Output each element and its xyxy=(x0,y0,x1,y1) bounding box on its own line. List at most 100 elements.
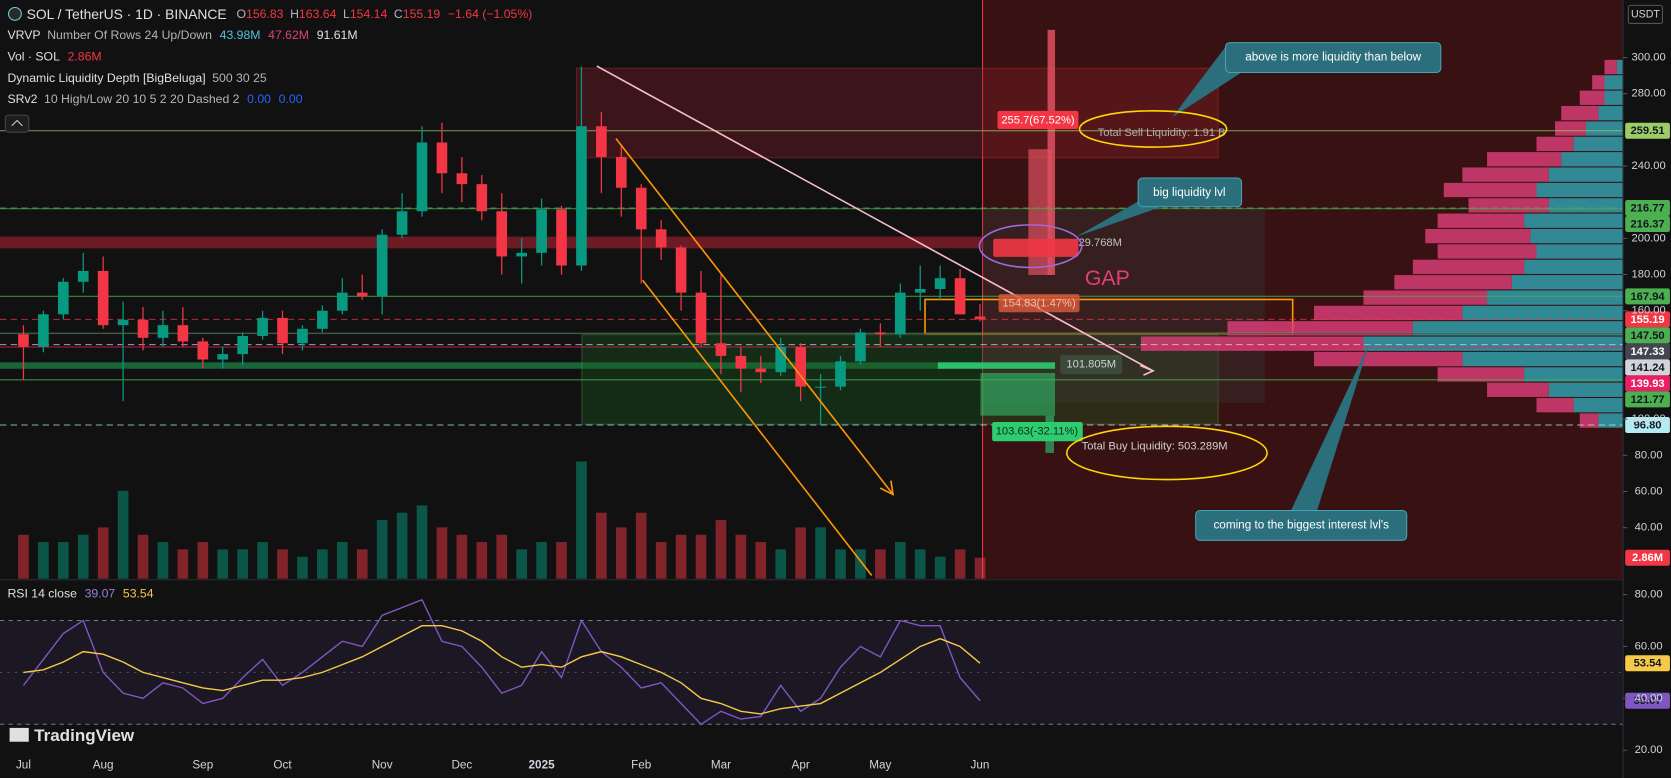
ohlc-letter: C xyxy=(394,7,403,21)
candle-body xyxy=(117,319,129,326)
candle-body xyxy=(815,386,826,388)
y-tick-label: 300.00 xyxy=(1632,51,1666,63)
profile-up xyxy=(1573,398,1624,413)
label-box xyxy=(1060,354,1123,375)
x-tick-label: Feb xyxy=(631,758,652,771)
x-tick-label: Sep xyxy=(192,758,213,771)
candle-body xyxy=(894,292,906,335)
candle-body xyxy=(77,270,89,282)
y-tick-label: 160.00 xyxy=(1632,305,1666,317)
levels xyxy=(0,130,1624,426)
liquidity-band xyxy=(0,236,983,249)
profile-down xyxy=(1313,351,1463,367)
candle-body xyxy=(536,209,547,253)
y-tick-label: 200.00 xyxy=(1632,232,1666,244)
profile-down xyxy=(1592,75,1605,90)
callout-pointer xyxy=(1172,46,1242,118)
price-tag xyxy=(1625,416,1670,433)
volume-bar xyxy=(317,549,328,579)
volume-bar xyxy=(894,542,906,579)
candle-body xyxy=(615,156,627,188)
volume-bar xyxy=(516,549,527,579)
profile-up xyxy=(1462,305,1624,321)
price-tag xyxy=(1625,391,1670,408)
price-tag xyxy=(1625,327,1670,344)
y-tick-label: 40.00 xyxy=(1635,692,1663,704)
profile-down xyxy=(1437,244,1537,259)
symbol-line: SOL / TetherUS · 1D · BINANCE O156.83 H1… xyxy=(27,6,533,22)
candle-body xyxy=(476,184,488,212)
candle-body xyxy=(257,317,268,337)
ohlc-letter: H xyxy=(290,7,299,21)
price-tag-label: 216.37 xyxy=(1630,219,1664,231)
y-tick-label: 20.00 xyxy=(1635,744,1663,756)
buy-total: Total Buy Liquidity: 503.289M xyxy=(1082,441,1228,453)
x-tick-label: Jun xyxy=(971,758,990,771)
trend-arrow xyxy=(615,138,894,495)
volume-bar xyxy=(974,557,986,579)
candle-body xyxy=(556,209,567,266)
profile-down xyxy=(1394,275,1512,290)
price-tag-label: 147.33 xyxy=(1630,346,1664,358)
candle-body xyxy=(396,211,408,235)
brand: TradingView xyxy=(34,726,135,745)
indicator-value: 91.61M xyxy=(317,28,358,42)
collapse-button[interactable] xyxy=(4,114,30,133)
currency-box xyxy=(1627,4,1664,25)
candle-body xyxy=(18,334,29,347)
x-tick-label: Mar xyxy=(711,758,731,771)
currency: USDT xyxy=(1631,9,1660,21)
candle-body xyxy=(456,173,468,185)
volume-bar xyxy=(855,549,866,579)
price-tag xyxy=(1625,122,1670,139)
highlight xyxy=(1078,110,1228,148)
candle-body xyxy=(655,229,667,248)
x-tick-label: Jul xyxy=(16,758,31,771)
profile-down xyxy=(1487,152,1562,167)
volume-bar xyxy=(57,542,69,579)
profile-down xyxy=(1487,382,1549,397)
profile-up xyxy=(1616,59,1624,75)
candle-body xyxy=(496,211,508,257)
arrow-head xyxy=(879,480,895,496)
ohlc-letter: O xyxy=(236,7,246,21)
rsi-legend: RSI 14 close 39.07 53.54 xyxy=(7,587,153,601)
profile-down xyxy=(1468,198,1549,213)
x-tick-label: May xyxy=(869,758,891,771)
volume-bar xyxy=(97,527,109,579)
volume-bar xyxy=(934,556,946,579)
indicator-value: 53.54 xyxy=(123,587,154,601)
low-value: 154.14 xyxy=(350,7,388,21)
volume-bar xyxy=(815,527,826,579)
candle-body xyxy=(197,341,209,360)
volume-bar xyxy=(635,512,647,579)
close-value: 155.19 xyxy=(403,7,441,21)
candle-body xyxy=(57,281,69,315)
dld-line: Dynamic Liquidity Depth [BigBeluga] 500 … xyxy=(7,71,266,85)
volume-bar xyxy=(277,549,288,579)
candle-body xyxy=(356,292,368,297)
profile-up xyxy=(1524,213,1624,228)
y-tick-label: 80.00 xyxy=(1635,589,1663,601)
candle-body xyxy=(277,317,288,344)
volume-bar xyxy=(396,512,408,579)
profile-down xyxy=(1462,167,1549,182)
volume-bar xyxy=(655,542,667,579)
candle-body xyxy=(416,142,428,212)
y-tick-label: 80.00 xyxy=(1635,449,1663,461)
volume-bar xyxy=(237,549,248,579)
indicator-params: 10 High/Low 20 10 5 2 20 Dashed 2 xyxy=(44,92,240,106)
symbol-icon xyxy=(7,6,22,21)
buy-volume: 101.805M xyxy=(1066,358,1116,370)
volume-bar xyxy=(157,542,169,579)
profile-down xyxy=(1437,367,1525,382)
volume-line: Vol · SOL 2.86M xyxy=(7,50,101,64)
indicator-params: Number Of Rows 24 Up/Down xyxy=(47,28,212,42)
ohlc-letter: L xyxy=(343,7,350,21)
volume-bar xyxy=(197,542,209,579)
profile-down xyxy=(1425,228,1531,244)
profile-up xyxy=(1462,351,1624,367)
indicator-value: 39.07 xyxy=(85,587,116,601)
